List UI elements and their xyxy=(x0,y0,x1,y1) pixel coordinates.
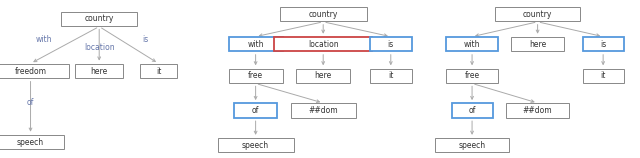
FancyBboxPatch shape xyxy=(140,64,177,78)
Text: country: country xyxy=(308,10,338,19)
Text: it: it xyxy=(156,67,161,76)
FancyBboxPatch shape xyxy=(452,103,493,118)
FancyBboxPatch shape xyxy=(446,37,499,51)
Text: is: is xyxy=(600,40,606,49)
Text: location: location xyxy=(308,40,339,49)
Text: free: free xyxy=(465,71,479,80)
Text: ##dom: ##dom xyxy=(523,106,552,115)
Text: location: location xyxy=(84,43,115,52)
Text: ##dom: ##dom xyxy=(308,106,338,115)
Text: is: is xyxy=(143,35,148,44)
Text: with: with xyxy=(35,35,52,44)
FancyBboxPatch shape xyxy=(280,7,367,21)
Text: here: here xyxy=(315,71,332,80)
FancyBboxPatch shape xyxy=(0,135,64,149)
FancyBboxPatch shape xyxy=(218,138,294,152)
Text: is: is xyxy=(388,40,394,49)
FancyBboxPatch shape xyxy=(61,12,138,26)
FancyBboxPatch shape xyxy=(76,64,123,78)
Text: with: with xyxy=(464,40,480,49)
FancyBboxPatch shape xyxy=(582,69,623,83)
Text: with: with xyxy=(248,40,264,49)
Text: it: it xyxy=(388,71,394,80)
Text: of: of xyxy=(27,98,34,107)
Text: speech: speech xyxy=(17,138,44,147)
Text: country: country xyxy=(84,15,114,23)
Text: speech: speech xyxy=(458,141,486,150)
Text: here: here xyxy=(91,67,108,76)
FancyBboxPatch shape xyxy=(370,37,412,51)
Text: here: here xyxy=(529,40,546,49)
Text: of: of xyxy=(252,106,259,115)
Text: of: of xyxy=(468,106,476,115)
Text: it: it xyxy=(600,71,606,80)
Text: free: free xyxy=(248,71,263,80)
Text: speech: speech xyxy=(242,141,269,150)
FancyBboxPatch shape xyxy=(435,138,509,152)
FancyBboxPatch shape xyxy=(0,64,69,78)
FancyBboxPatch shape xyxy=(228,37,283,51)
FancyBboxPatch shape xyxy=(370,69,412,83)
FancyBboxPatch shape xyxy=(291,103,356,118)
FancyBboxPatch shape xyxy=(495,7,580,21)
FancyBboxPatch shape xyxy=(446,69,499,83)
Text: freedom: freedom xyxy=(15,67,47,76)
FancyBboxPatch shape xyxy=(234,103,276,118)
FancyBboxPatch shape xyxy=(506,103,569,118)
FancyBboxPatch shape xyxy=(582,37,623,51)
FancyBboxPatch shape xyxy=(296,69,350,83)
FancyBboxPatch shape xyxy=(274,37,372,51)
FancyBboxPatch shape xyxy=(511,37,564,51)
Text: country: country xyxy=(523,10,552,19)
FancyBboxPatch shape xyxy=(228,69,283,83)
